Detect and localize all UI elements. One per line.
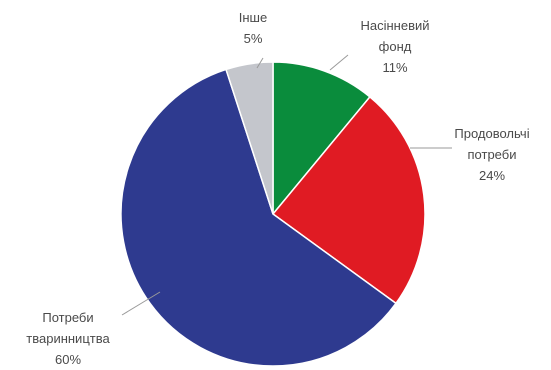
slice-value-label-0: 11% xyxy=(382,60,407,75)
pie-slice-0 xyxy=(272,61,371,217)
slice-label-2: Потреби тваринництва 60% xyxy=(26,310,110,367)
pie-slice-1 xyxy=(271,95,426,305)
leader-line-2 xyxy=(121,291,161,316)
leader-line-0 xyxy=(329,54,349,71)
slice-name-line-1-1: потреби xyxy=(468,147,517,162)
slice-label-0: Насінневий фонд 11% xyxy=(360,18,429,75)
leader-line-3 xyxy=(256,57,264,69)
pie-slice-2 xyxy=(120,68,398,367)
slice-name-line-2-1: тваринництва xyxy=(26,331,110,346)
slice-name-line-2-0: Потреби xyxy=(42,310,93,325)
slice-name-line-1-0: Продовольчі xyxy=(454,126,529,141)
pie-labels: Насінневий фонд 11% Продовольчі потреби 24% По… xyxy=(26,10,529,367)
slice-label-1: Продовольчі потреби 24% xyxy=(454,126,529,183)
slice-value-label-2: 60% xyxy=(55,352,81,367)
pie-slice-3 xyxy=(225,61,274,215)
slice-label-3: Інше 5% xyxy=(239,10,267,46)
slice-value-label-1: 24% xyxy=(479,168,505,183)
slice-name-line-3-0: Інше xyxy=(239,10,267,25)
pie-slices xyxy=(120,61,426,367)
slice-value-label-3: 5% xyxy=(244,31,263,46)
slice-name-line-0-0: Насінневий xyxy=(360,18,429,33)
slice-name-line-0-1: фонд xyxy=(379,39,412,54)
